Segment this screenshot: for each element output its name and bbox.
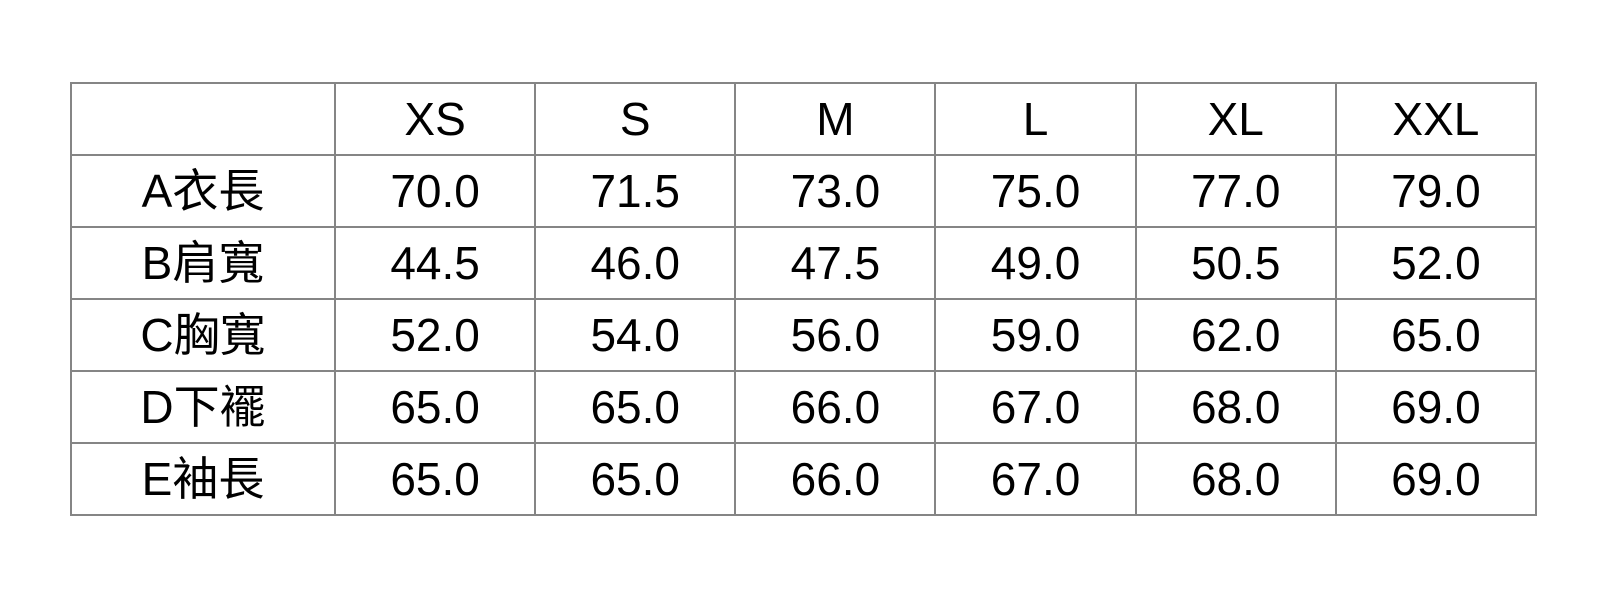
size-value-cell: 54.0 bbox=[534, 298, 737, 372]
column-header-xxl: XXL bbox=[1334, 82, 1538, 156]
row-label: C胸寬 bbox=[70, 298, 336, 372]
size-value-cell: 56.0 bbox=[734, 298, 937, 372]
size-value-cell: 79.0 bbox=[1334, 154, 1538, 228]
size-value-cell: 66.0 bbox=[734, 442, 937, 516]
size-value-cell: 70.0 bbox=[333, 154, 537, 228]
table-row-length: A衣長 70.0 71.5 73.0 75.0 77.0 79.0 bbox=[70, 154, 1538, 228]
size-value-cell: 47.5 bbox=[734, 226, 937, 300]
size-value-cell: 65.0 bbox=[534, 370, 737, 444]
row-label: A衣長 bbox=[70, 154, 336, 228]
size-value-cell: 75.0 bbox=[934, 154, 1137, 228]
column-header-xs: XS bbox=[333, 82, 537, 156]
size-value-cell: 77.0 bbox=[1134, 154, 1337, 228]
size-value-cell: 65.0 bbox=[333, 370, 537, 444]
column-header-xl: XL bbox=[1134, 82, 1337, 156]
size-value-cell: 44.5 bbox=[333, 226, 537, 300]
size-value-cell: 69.0 bbox=[1334, 442, 1538, 516]
table-row-shoulder: B肩寬 44.5 46.0 47.5 49.0 50.5 52.0 bbox=[70, 226, 1538, 300]
row-label: E袖長 bbox=[70, 442, 336, 516]
size-value-cell: 69.0 bbox=[1334, 370, 1538, 444]
size-value-cell: 73.0 bbox=[734, 154, 937, 228]
column-header-l: L bbox=[934, 82, 1137, 156]
size-value-cell: 62.0 bbox=[1134, 298, 1337, 372]
size-value-cell: 52.0 bbox=[1334, 226, 1538, 300]
size-value-cell: 46.0 bbox=[534, 226, 737, 300]
size-value-cell: 67.0 bbox=[934, 442, 1137, 516]
size-value-cell: 52.0 bbox=[333, 298, 537, 372]
size-value-cell: 68.0 bbox=[1134, 442, 1337, 516]
size-value-cell: 67.0 bbox=[934, 370, 1137, 444]
column-header-m: M bbox=[734, 82, 937, 156]
header-row: XS S M L XL XXL bbox=[70, 82, 1538, 156]
size-chart-table: XS S M L XL XXL A衣長 70.0 71.5 73.0 75.0 … bbox=[70, 82, 1538, 516]
size-value-cell: 49.0 bbox=[934, 226, 1137, 300]
size-value-cell: 65.0 bbox=[333, 442, 537, 516]
row-label: B肩寬 bbox=[70, 226, 336, 300]
size-value-cell: 71.5 bbox=[534, 154, 737, 228]
size-value-cell: 50.5 bbox=[1134, 226, 1337, 300]
size-value-cell: 59.0 bbox=[934, 298, 1137, 372]
column-header-s: S bbox=[534, 82, 737, 156]
table-row-chest: C胸寬 52.0 54.0 56.0 59.0 62.0 65.0 bbox=[70, 298, 1538, 372]
size-value-cell: 66.0 bbox=[734, 370, 937, 444]
size-value-cell: 68.0 bbox=[1134, 370, 1337, 444]
table-row-hem: D下襬 65.0 65.0 66.0 67.0 68.0 69.0 bbox=[70, 370, 1538, 444]
table-row-sleeve: E袖長 65.0 65.0 66.0 67.0 68.0 69.0 bbox=[70, 442, 1538, 516]
row-label: D下襬 bbox=[70, 370, 336, 444]
size-value-cell: 65.0 bbox=[1334, 298, 1538, 372]
corner-cell bbox=[70, 82, 336, 156]
size-value-cell: 65.0 bbox=[534, 442, 737, 516]
